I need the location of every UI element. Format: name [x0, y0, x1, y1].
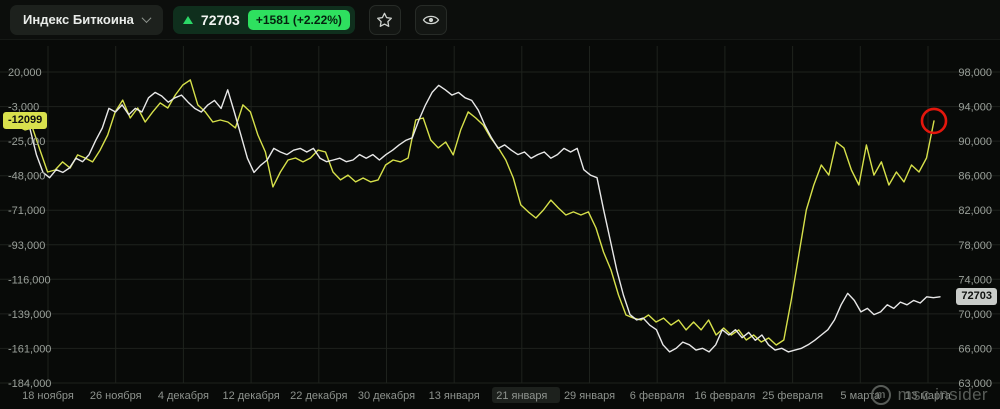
symbol-selector-button[interactable]: Индекс Биткоина — [10, 4, 163, 35]
arrow-up-icon — [182, 15, 193, 24]
x-tick-label: 22 декабря — [290, 390, 347, 402]
right-axis-tick-label: 70,000 — [958, 309, 992, 321]
x-axis-scrubber[interactable] — [492, 387, 560, 403]
watch-button[interactable] — [414, 4, 447, 35]
series-line-bitcoin-index-price — [9, 84, 941, 353]
x-tick-label: 13 января — [429, 390, 480, 402]
watermark: m msc insider — [870, 385, 988, 405]
eye-icon — [422, 15, 440, 24]
right-axis-current-badge: 72703 — [956, 288, 997, 305]
chart-canvas[interactable]: 18 ноября 26 ноября 4 декабря 12 декабря 22 … — [0, 40, 1000, 409]
favorite-button[interactable] — [368, 4, 401, 35]
left-axis-tick-label: -161,000 — [8, 343, 51, 355]
right-axis-tick-label: 90,000 — [958, 136, 992, 148]
x-tick-label: 6 февраля — [630, 390, 685, 402]
chart-area: 18 ноября 26 ноября 4 декабря 12 декабря 22 … — [0, 40, 1000, 409]
price-change-badge: +1581 (+2.22%) — [247, 9, 350, 30]
x-tick-label: 12 декабря — [222, 390, 279, 402]
left-axis-tick-label: -71,000 — [8, 205, 45, 217]
right-axis-tick-label: 74,000 — [958, 274, 992, 286]
right-axis-tick-label: 82,000 — [958, 205, 992, 217]
x-tick-label: 18 ноября — [22, 390, 74, 402]
left-axis-tick-label: -25,000 — [8, 136, 45, 148]
x-tick-label: 26 ноября — [90, 390, 142, 402]
left-axis-tick-label: -48,000 — [8, 171, 45, 183]
left-axis-tick-label: -3,000 — [8, 102, 39, 114]
series-line-left-axis-index — [9, 79, 935, 346]
watermark-logo-icon: m — [870, 385, 891, 405]
right-axis-tick-label: 78,000 — [958, 240, 992, 252]
left-axis-tick-label: 20,000 — [8, 67, 42, 79]
left-axis-tick-label: -93,000 — [8, 240, 45, 252]
symbol-name: Индекс Биткоина — [23, 12, 134, 27]
star-icon — [377, 12, 393, 27]
watermark-text: msc insider — [897, 385, 988, 404]
toolbar: Индекс Биткоина 72703 +1581 (+2.22%) — [0, 0, 1000, 40]
right-axis-tick-label: 94,000 — [958, 102, 992, 114]
left-axis-tick-label: -184,000 — [8, 378, 51, 390]
x-tick-label: 16 февраля — [694, 390, 755, 402]
x-tick-label: 30 декабря — [358, 390, 415, 402]
right-axis-tick-label: 63,000 — [958, 378, 992, 390]
right-axis-tick-label: 98,000 — [958, 67, 992, 79]
x-tick-label: 29 января — [564, 390, 615, 402]
x-tick-label: 25 февраля — [762, 390, 823, 402]
left-axis-tick-label: -116,000 — [8, 274, 51, 286]
right-axis-tick-label: 66,000 — [958, 343, 992, 355]
left-axis-current-badge: -12099 — [3, 112, 48, 129]
price-group: 72703 +1581 (+2.22%) — [172, 5, 355, 34]
highlight-circle-annotation — [920, 107, 948, 135]
x-tick-label: 21 января — [496, 390, 547, 402]
x-tick-label: 13 марта — [905, 390, 952, 402]
price-value: 72703 — [200, 11, 240, 28]
left-axis-tick-label: -139,000 — [8, 309, 51, 321]
x-tick-label: 4 декабря — [158, 390, 209, 402]
right-axis-tick-label: 86,000 — [958, 171, 992, 183]
chevron-down-icon — [141, 13, 152, 24]
